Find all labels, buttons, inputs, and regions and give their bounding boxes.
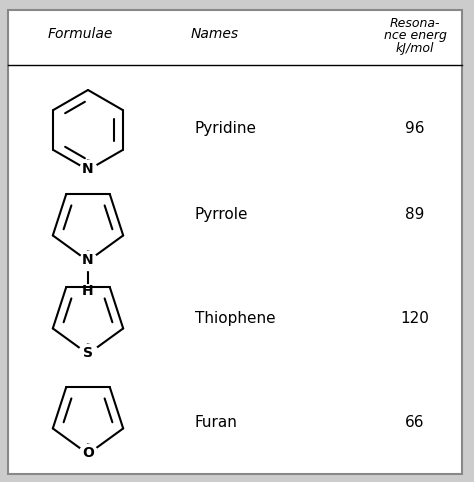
Text: ··: ·· [85,157,91,165]
Text: Formulae: Formulae [47,27,113,41]
Text: nce energ: nce energ [383,29,447,42]
Text: Furan: Furan [195,415,238,430]
Text: kJ/mol: kJ/mol [396,42,434,55]
Text: O: O [82,446,94,460]
Text: Pyridine: Pyridine [195,121,257,136]
Text: N: N [82,253,94,267]
Text: ··: ·· [85,340,91,349]
Text: 89: 89 [405,207,425,222]
Text: 120: 120 [401,311,429,326]
Text: H: H [82,284,94,298]
Text: ··: ·· [85,247,91,256]
Text: Thiophene: Thiophene [195,311,275,326]
Text: N: N [82,162,94,176]
Text: 96: 96 [405,121,425,136]
Text: Names: Names [191,27,239,41]
Text: Pyrrole: Pyrrole [195,207,248,222]
FancyBboxPatch shape [8,10,462,474]
Text: Resona-: Resona- [390,17,440,30]
Text: S: S [83,346,93,360]
Text: ··: ·· [85,441,91,450]
Text: 66: 66 [405,415,425,430]
